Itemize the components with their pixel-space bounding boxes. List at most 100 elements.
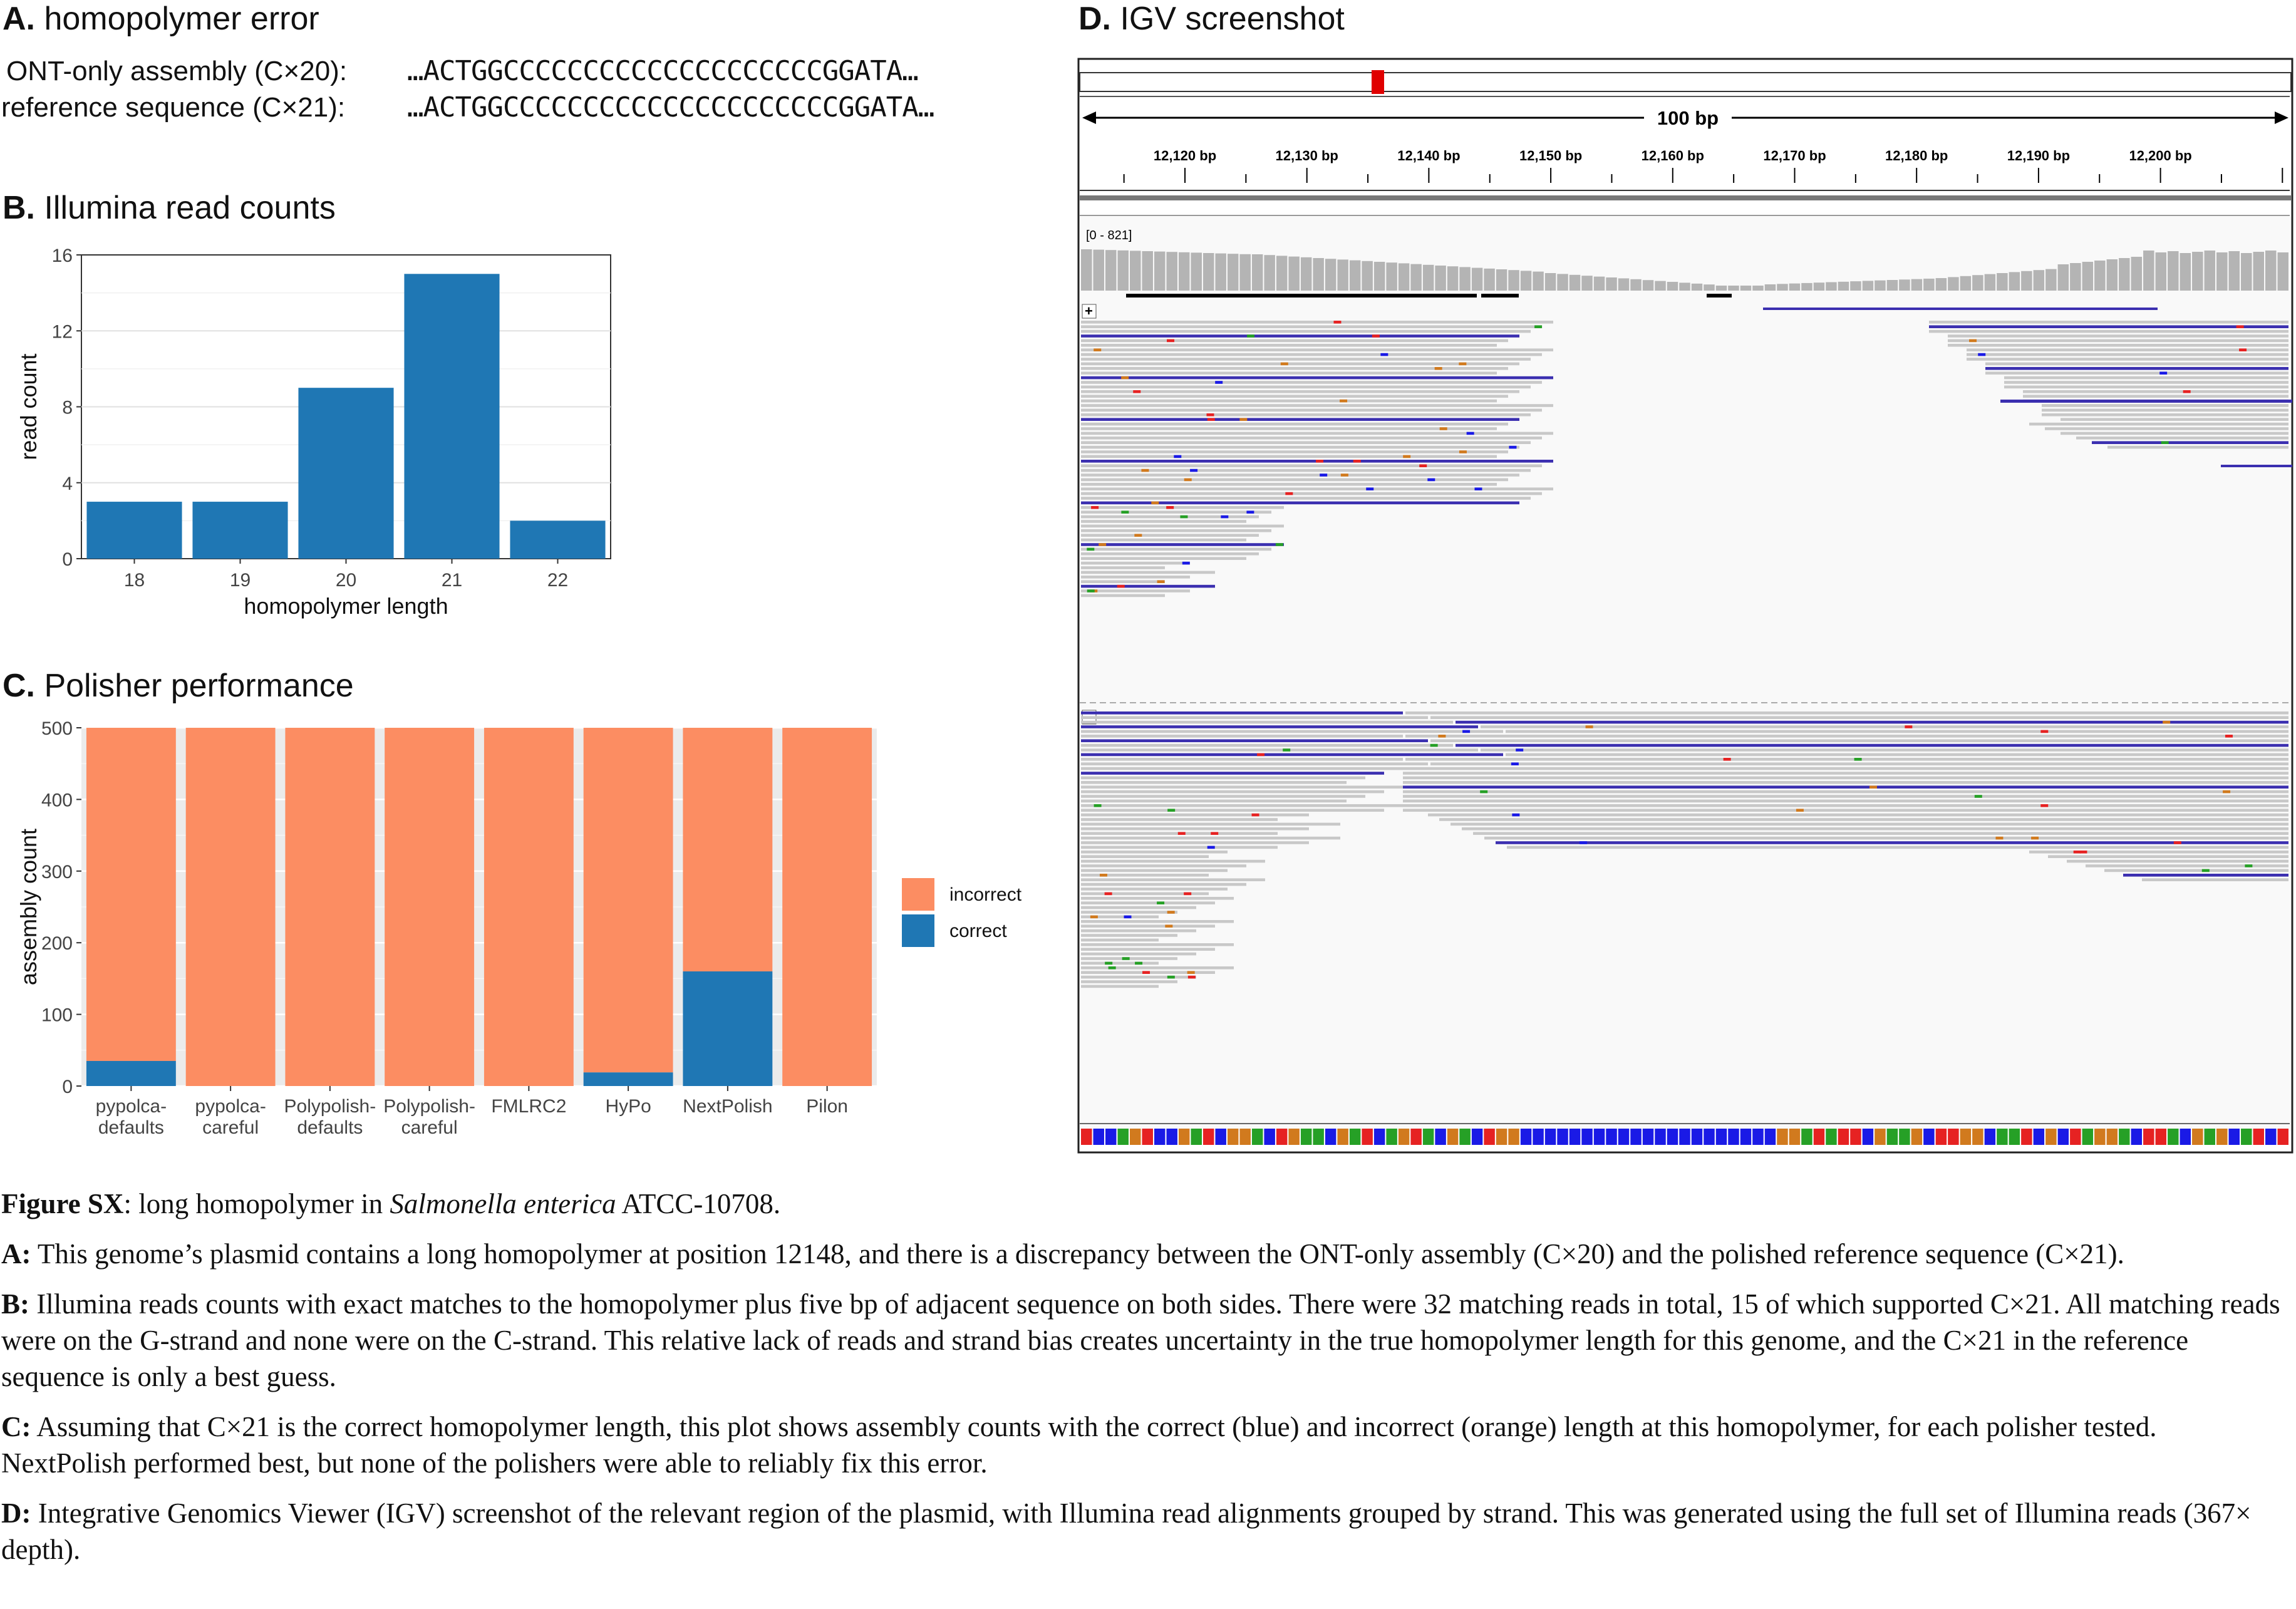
read xyxy=(1967,348,2288,351)
y-axis-label: assembly count xyxy=(16,829,41,985)
read xyxy=(1081,576,1190,579)
mismatch xyxy=(1157,580,1165,583)
x-tick-label: pypolca- xyxy=(96,1096,167,1117)
mismatch xyxy=(1511,762,1519,765)
sequence-base xyxy=(1349,1129,1361,1145)
mismatch xyxy=(1459,362,1467,366)
coverage-bar xyxy=(2143,251,2154,291)
coverage-bar xyxy=(1508,270,1519,291)
sequence-base xyxy=(1752,1129,1764,1145)
coverage-bar xyxy=(2021,271,2032,291)
coverage-bar xyxy=(2168,251,2179,291)
sequence-base xyxy=(1715,1129,1727,1145)
read xyxy=(1985,362,2288,366)
mismatch xyxy=(1459,450,1467,453)
read xyxy=(1081,344,1497,347)
read xyxy=(1081,437,1542,440)
x-tick-label: 18 xyxy=(124,570,145,591)
coverage-bar xyxy=(1105,250,1117,291)
read xyxy=(1081,841,1309,844)
mismatch xyxy=(1094,348,1102,351)
mismatch xyxy=(1104,892,1112,896)
reference-sequence: …ACTGGCCCCCCCCCCCCCCCCCCCCCGGATA… xyxy=(407,91,934,123)
mismatch xyxy=(1275,543,1283,546)
coverage-bar xyxy=(1484,268,1495,291)
sequence-base xyxy=(2216,1129,2228,1145)
x-tick-label: 19 xyxy=(230,570,251,591)
read xyxy=(1081,353,1542,356)
mismatch xyxy=(1207,418,1215,421)
mismatch xyxy=(1366,487,1374,490)
coverage-bar xyxy=(1362,261,1373,291)
mismatch xyxy=(1167,975,1175,979)
x-axis-label: homopolymer length xyxy=(244,593,448,619)
y-tick-label: 400 xyxy=(41,790,73,810)
ruler-label: 12,190 bp xyxy=(2007,148,2070,163)
read xyxy=(1405,735,2288,738)
coverage-bar xyxy=(1373,262,1385,291)
mismatch xyxy=(2201,869,2210,872)
bar-incorrect xyxy=(782,728,872,1086)
sequence-base xyxy=(1264,1129,1275,1145)
panel-a-letter: A. xyxy=(3,1,35,37)
read xyxy=(1081,804,1403,807)
coverage-bar xyxy=(1496,269,1507,291)
read xyxy=(1481,725,2288,728)
coverage-bar xyxy=(1960,276,1972,291)
read xyxy=(1081,799,1347,803)
sequence-base xyxy=(1386,1129,1397,1145)
sequence-base xyxy=(1618,1129,1630,1145)
covered-region xyxy=(1481,294,1519,297)
mismatch xyxy=(2239,348,2247,351)
mismatch xyxy=(1419,464,1427,467)
read xyxy=(2092,441,2288,444)
caption-b: B: Illumina reads counts with exact matc… xyxy=(1,1288,2280,1392)
read xyxy=(1967,353,2288,356)
coverage-bar xyxy=(1288,256,1300,291)
covered-region xyxy=(1126,294,1477,297)
sequence-base xyxy=(2265,1129,2277,1145)
mismatch xyxy=(1380,353,1388,356)
read xyxy=(1081,822,1340,826)
y-axis-label: read count xyxy=(16,353,41,460)
read xyxy=(1081,901,1215,904)
coverage-bar xyxy=(2057,264,2069,291)
read xyxy=(1403,767,2288,770)
mismatch xyxy=(2225,735,2233,738)
mismatch xyxy=(2173,841,2181,844)
mismatch xyxy=(2223,790,2231,794)
read xyxy=(1405,711,2288,715)
mismatch xyxy=(1995,836,2004,840)
read xyxy=(1081,543,1284,546)
read xyxy=(1496,841,2288,844)
coverage-bar xyxy=(1300,257,1312,291)
sequence-base xyxy=(1691,1129,1703,1145)
read xyxy=(1081,882,1246,886)
insertion-read xyxy=(2000,400,2292,403)
sequence-base xyxy=(2143,1129,2154,1145)
bar xyxy=(86,502,182,559)
legend-swatch xyxy=(902,878,934,911)
read xyxy=(1081,924,1215,928)
read xyxy=(1081,385,1531,389)
mismatch xyxy=(1315,460,1323,463)
coverage-bar xyxy=(2228,251,2240,291)
mismatch xyxy=(2159,371,2168,375)
mismatch xyxy=(1105,961,1113,965)
sequence-base xyxy=(1325,1129,1337,1145)
sequence-base xyxy=(1911,1129,1923,1145)
read xyxy=(2042,413,2288,416)
read xyxy=(1081,874,1209,877)
panel-d-title-text: IGV screenshot xyxy=(1120,1,1345,37)
y-tick-label: 8 xyxy=(62,398,73,418)
mismatch xyxy=(1124,915,1132,919)
panel-b-title: B. Illumina read counts xyxy=(3,189,336,227)
coverage-bar xyxy=(1191,252,1202,291)
read xyxy=(2042,408,2288,412)
read xyxy=(1081,767,1403,770)
read xyxy=(1967,358,2288,361)
strand-box xyxy=(1082,304,1097,319)
panel-a-title: A. homopolymer error xyxy=(3,0,319,38)
read xyxy=(1081,450,1508,453)
read xyxy=(1948,344,2288,347)
